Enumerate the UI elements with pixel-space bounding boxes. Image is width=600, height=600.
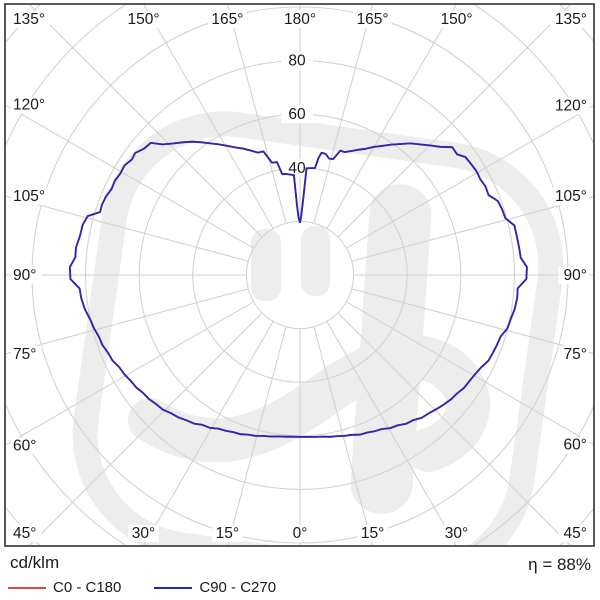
radial-label-bg xyxy=(281,105,313,124)
grid-spoke-60 xyxy=(346,301,593,445)
angle-label-bg xyxy=(558,525,589,542)
legend-label-c0-c180: C0 - C180 xyxy=(53,579,122,596)
angle-label-bg xyxy=(11,525,42,542)
grid-spoke-300 xyxy=(6,301,254,446)
watermark-swash xyxy=(128,335,490,472)
angle-label-left-90: 90° xyxy=(13,267,36,284)
angle-label-bg xyxy=(288,525,312,542)
grid-spoke-30 xyxy=(326,321,457,545)
angle-labels: 0° 15° 15° 30° 30° 45° 45° 60° 60° 75° 75° 90° 90° 10… xyxy=(11,11,589,542)
angle-label-left-75: 75° xyxy=(13,346,36,363)
angle-label-right-30: 30° xyxy=(445,525,468,542)
legend-label-c90-c270: C90 - C270 xyxy=(199,579,277,596)
angle-label-right-15: 15° xyxy=(361,525,384,542)
curves xyxy=(69,140,528,438)
angle-label-bg xyxy=(11,96,50,114)
grid-spoke-345 xyxy=(227,326,287,545)
radial-label-bg xyxy=(281,158,313,177)
grid-spoke-105 xyxy=(351,195,593,262)
legend-line-c90-c270 xyxy=(154,586,193,589)
angle-label-left-120: 120° xyxy=(13,97,45,114)
radial-axis-label: 80 xyxy=(288,53,306,70)
curve-c90-c270 xyxy=(69,140,528,438)
angle-label-left-45: 45° xyxy=(13,525,36,542)
angle-label-bg xyxy=(11,267,42,284)
angle-label-right-45: 45° xyxy=(564,525,587,542)
grid-spoke-315 xyxy=(29,312,263,545)
grid-spoke-75 xyxy=(351,288,593,355)
angle-label-left-150: 150° xyxy=(127,11,159,28)
grid-spoke-150 xyxy=(326,5,457,229)
unit-label: cd/klm xyxy=(10,553,60,572)
angle-label-left-105: 105° xyxy=(13,188,45,205)
angle-label-bg xyxy=(11,11,50,28)
angle-label-bg xyxy=(11,346,42,364)
grid-spoke-225 xyxy=(29,5,263,238)
angle-label-right-105: 105° xyxy=(555,188,587,205)
angle-label-bg xyxy=(558,267,589,284)
angle-label-bg xyxy=(550,11,589,28)
legend-line-c0-c180 xyxy=(8,586,46,589)
angle-label-bg xyxy=(208,11,247,28)
angle-label-bg xyxy=(11,187,50,205)
angle-label-bg xyxy=(550,188,589,206)
angle-label-bg xyxy=(441,525,472,542)
angle-label-right-75: 75° xyxy=(564,346,587,363)
angle-label-left-135: 135° xyxy=(13,11,45,28)
angle-label-left-60: 60° xyxy=(13,437,36,454)
angle-label-right-180: 180° xyxy=(284,11,316,28)
watermark-bar xyxy=(251,229,281,301)
angle-label-left-30: 30° xyxy=(132,525,155,542)
angle-label-bg xyxy=(11,437,42,455)
grid-spoke-120 xyxy=(346,105,593,249)
angle-label-right-135: 135° xyxy=(555,11,587,28)
angle-label-bg xyxy=(558,436,589,454)
efficiency-value: η = 88% xyxy=(528,555,591,574)
angle-label-right-165: 165° xyxy=(357,11,389,28)
angle-label-bg xyxy=(353,11,392,28)
legend: C0 - C180 C90 - C270 xyxy=(8,579,276,596)
angle-label-bg xyxy=(357,525,388,542)
angle-label-bg xyxy=(550,97,589,115)
angle-label-right-60: 60° xyxy=(564,437,587,454)
angle-label-bg xyxy=(124,11,163,28)
angle-label-right-0: 0° xyxy=(293,525,308,542)
grid-spoke-285 xyxy=(6,288,249,355)
radial-label-bg xyxy=(281,51,313,70)
angle-label-bg xyxy=(128,525,159,542)
angle-label-bg xyxy=(437,11,476,28)
grid-spoke-240 xyxy=(6,104,254,249)
grid-spoke-45 xyxy=(337,312,571,545)
grid-spoke-255 xyxy=(6,195,249,262)
angle-label-right-150: 150° xyxy=(440,11,472,28)
angle-label-left-15: 15° xyxy=(216,525,239,542)
grid-spoke-210 xyxy=(143,5,274,229)
grid-spoke-330 xyxy=(143,321,274,545)
angle-label-bg xyxy=(212,525,243,542)
grid-spoke-135 xyxy=(337,5,571,238)
radial-axis-labels: 40 60 80 xyxy=(281,51,313,177)
angle-label-right-120: 120° xyxy=(555,97,587,114)
angle-label-bg xyxy=(558,345,589,363)
radial-axis-label: 40 xyxy=(288,160,306,177)
watermark-bar xyxy=(301,226,330,296)
angle-label-right-90: 90° xyxy=(564,267,587,284)
angle-label-bg xyxy=(280,11,320,28)
watermark xyxy=(72,111,564,545)
angle-label-left-165: 165° xyxy=(211,11,243,28)
chart-frame xyxy=(4,3,595,547)
watermark-outline xyxy=(72,111,564,545)
radial-axis-label: 60 xyxy=(288,106,306,123)
